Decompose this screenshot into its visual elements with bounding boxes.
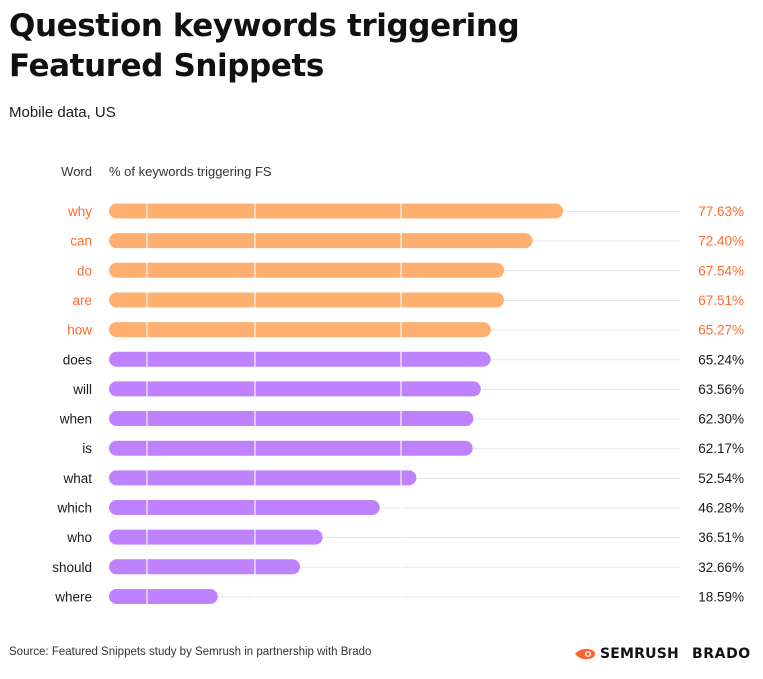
chart-subtitle: Mobile data, US: [9, 104, 116, 121]
value-label: 63.56%: [698, 382, 744, 397]
bar-is: [109, 440, 473, 456]
value-label: 65.24%: [698, 352, 744, 367]
value-column-header: % of keywords triggering FS: [109, 164, 272, 179]
bar-what: [109, 470, 417, 486]
bar-does: [109, 351, 491, 367]
value-label: 65.27%: [698, 323, 744, 338]
bar-do: [109, 262, 505, 278]
chart-title: Question keywords triggering Featured Sn…: [9, 8, 520, 84]
category-label: why: [67, 204, 92, 219]
source-note: Source: Featured Snippets study by Semru…: [9, 646, 372, 658]
category-label: who: [66, 530, 92, 545]
value-label: 62.17%: [698, 441, 744, 456]
category-label: how: [67, 323, 92, 338]
value-label: 32.66%: [698, 560, 744, 575]
bar-when: [109, 411, 474, 427]
value-label: 77.63%: [698, 204, 744, 219]
category-label: where: [54, 589, 92, 604]
semrush-flame-icon: [575, 648, 595, 660]
category-label: which: [56, 501, 92, 516]
bar-which: [109, 500, 380, 515]
bar-who: [109, 529, 323, 545]
value-label: 62.30%: [698, 412, 744, 427]
category-label: should: [52, 560, 92, 575]
category-label: does: [63, 352, 93, 367]
value-label: 67.54%: [698, 263, 744, 278]
semrush-logo: SEMRUSH: [574, 644, 679, 664]
bar-are: [109, 292, 504, 308]
bar-will: [109, 381, 481, 397]
value-label: 67.51%: [698, 293, 744, 308]
semrush-wordmark: SEMRUSH: [600, 646, 679, 662]
category-label: do: [77, 263, 92, 278]
category-label: are: [72, 293, 92, 308]
value-label: 72.40%: [698, 234, 744, 249]
bar-should: [109, 559, 301, 575]
bar-how: [109, 322, 491, 338]
category-label: when: [59, 412, 92, 427]
value-label: 18.59%: [698, 589, 744, 604]
category-label: can: [70, 234, 92, 249]
value-label: 46.28%: [698, 501, 744, 516]
category-label: will: [72, 382, 92, 397]
category-label: is: [82, 441, 92, 456]
brado-logo: BRADO: [692, 646, 751, 662]
bar-can: [109, 233, 533, 249]
bar-why: [109, 203, 564, 219]
value-label: 36.51%: [698, 530, 744, 545]
value-label: 52.54%: [698, 471, 744, 486]
category-column-header: Word: [61, 164, 92, 179]
category-label: what: [62, 471, 92, 486]
bar-where: [109, 588, 218, 604]
